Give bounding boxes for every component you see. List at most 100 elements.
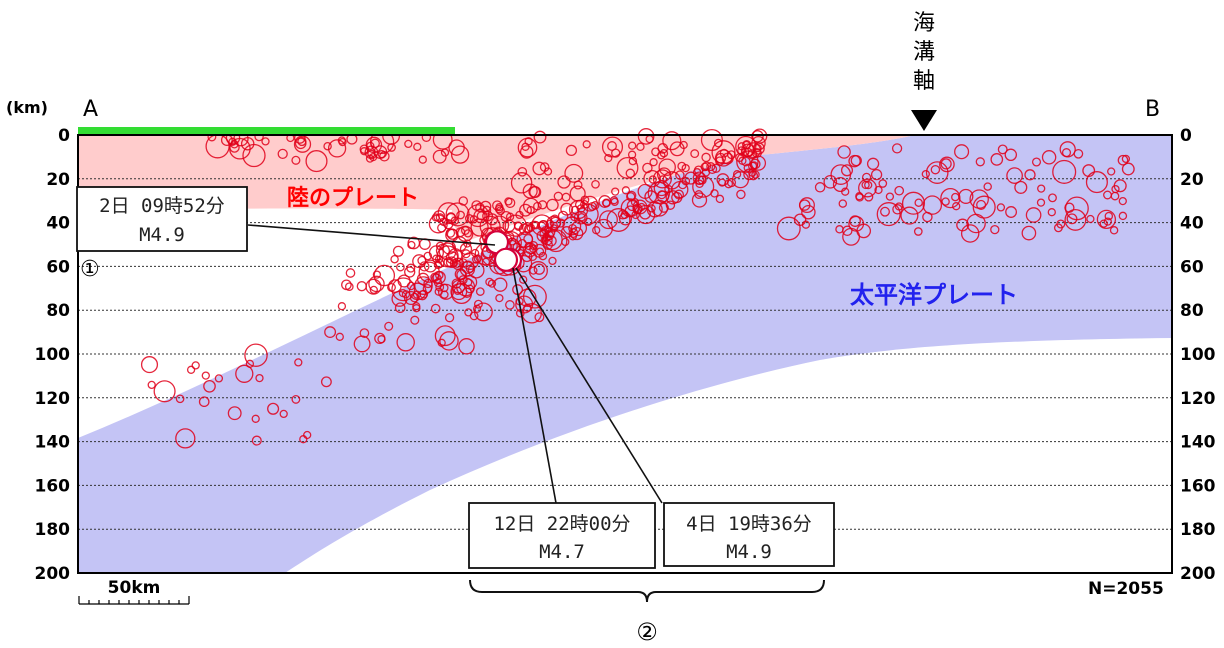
hypocenter-326 <box>580 195 590 205</box>
hypocenter-610 <box>840 164 854 177</box>
hypocenter-464 <box>353 335 371 353</box>
hypocenter-609 <box>1066 213 1078 225</box>
hypocenter-292 <box>565 144 578 157</box>
hypocenter-494 <box>186 365 196 374</box>
hypocenter-489 <box>417 290 428 301</box>
hypocenter-239 <box>675 170 685 180</box>
hypocenter-626 <box>832 176 848 193</box>
section-end-label: B <box>1145 97 1160 122</box>
hypocenter-506 <box>291 394 301 404</box>
highlighted-event-3 <box>493 247 519 272</box>
hypocenter-154 <box>611 187 620 196</box>
hypocenter-615 <box>1110 191 1120 201</box>
hypocenter-399 <box>418 155 427 164</box>
hypocenter-299 <box>658 158 676 176</box>
hypocenter-396 <box>229 142 240 153</box>
hypocenter-475 <box>410 315 420 325</box>
hypocenter-601 <box>885 192 895 201</box>
hypocenter-332 <box>636 142 645 152</box>
hypocenter-346 <box>664 184 673 194</box>
hypocenter-147 <box>652 169 672 189</box>
hypocenter-391 <box>305 150 328 173</box>
hypocenter-607 <box>972 195 996 219</box>
hypocenter-479 <box>344 282 354 292</box>
hypocenter-392 <box>261 137 270 146</box>
hypocenter-208 <box>618 212 633 226</box>
hypocenter-217 <box>748 170 759 181</box>
hypocenter-134 <box>648 175 657 184</box>
hypocenter-153 <box>556 218 566 228</box>
scale-bar: 50km <box>78 578 190 605</box>
hypocenter-371 <box>440 148 450 157</box>
depth-tick-left-120: 120 <box>35 389 71 409</box>
hypocenter-336 <box>644 190 658 204</box>
depth-tick-left-80: 80 <box>46 301 70 321</box>
hypocenter-599 <box>990 224 1000 235</box>
hypocenter-363 <box>323 141 332 151</box>
trench-axis-label: 海溝軸 <box>913 11 935 94</box>
hypocenter-280 <box>604 153 613 163</box>
hypocenter-102 <box>456 210 465 220</box>
hypocenter-600 <box>1047 208 1056 217</box>
hypocenter-221 <box>594 218 614 238</box>
hypocenter-577 <box>1041 150 1057 165</box>
hypocenter-237 <box>540 236 549 245</box>
hypocenter-447 <box>449 259 459 268</box>
annotation-box-3-frame <box>663 502 835 567</box>
hypocenter-518 <box>522 284 547 309</box>
depth-axis-right: 0 20 40 60 80 100 120 140 160 180 200 <box>1180 126 1216 584</box>
depth-tick-right-100: 100 <box>1180 345 1216 365</box>
hypocenter-322 <box>700 162 710 172</box>
hypocenter-485 <box>345 268 356 278</box>
hypocenter-534 <box>487 279 497 288</box>
hypocenter-511 <box>147 380 156 390</box>
depth-tick-left-20: 20 <box>46 170 70 190</box>
hypocenter-433 <box>416 272 430 286</box>
hypocenter-341 <box>553 191 563 201</box>
hypocenter-512 <box>267 402 280 415</box>
hypocenter-256 <box>514 221 524 231</box>
hypocenter-311 <box>573 180 583 190</box>
hypocenter-303 <box>736 150 759 173</box>
hypocenter-96 <box>471 200 482 211</box>
hypocenter-509 <box>175 428 196 449</box>
hypocenter-631 <box>878 179 888 188</box>
hypocenter-500 <box>244 343 268 367</box>
hypocenter-481 <box>337 302 347 311</box>
hypocenter-107 <box>494 204 504 214</box>
hypocenter-484 <box>341 279 352 291</box>
hypocenter-563 <box>1024 169 1036 181</box>
hypocenter-291 <box>700 128 723 152</box>
leader-1 <box>247 224 496 246</box>
hypocenter-435 <box>404 266 416 278</box>
hypocenter-502 <box>255 373 264 383</box>
hypocenter-457 <box>458 338 475 355</box>
hypocenter-587 <box>990 153 1004 166</box>
hypocenter-647 <box>861 172 872 183</box>
hypocenter-542 <box>1014 180 1028 194</box>
trench-marker-icon <box>911 110 937 131</box>
hypocenter-263 <box>570 226 584 241</box>
hypocenter-342 <box>743 163 752 172</box>
hypocenter-551 <box>997 144 1008 155</box>
hypocenter-108 <box>445 202 470 227</box>
hypocenter-612 <box>951 192 960 202</box>
hypocenter-324 <box>601 136 624 158</box>
hypocenter-387 <box>291 155 301 165</box>
hypocenter-271 <box>691 192 708 208</box>
hypocenter-84 <box>445 228 456 238</box>
hypocenter-448 <box>418 261 440 283</box>
hypocenter-536 <box>473 299 483 309</box>
hypocenter-253 <box>602 199 611 208</box>
depth-tick-left-60: 60 <box>46 257 70 277</box>
depth-tick-left-180: 180 <box>35 520 71 540</box>
hypocenter-648 <box>799 197 815 214</box>
hypocenter-334 <box>656 167 672 182</box>
hypocenter-289 <box>711 163 721 173</box>
hypocenter-533 <box>495 293 504 303</box>
hypocenter-331 <box>748 161 758 171</box>
hypocenter-585 <box>866 157 880 170</box>
hypocenter-337 <box>557 175 571 189</box>
hypocenter-323 <box>625 168 636 179</box>
